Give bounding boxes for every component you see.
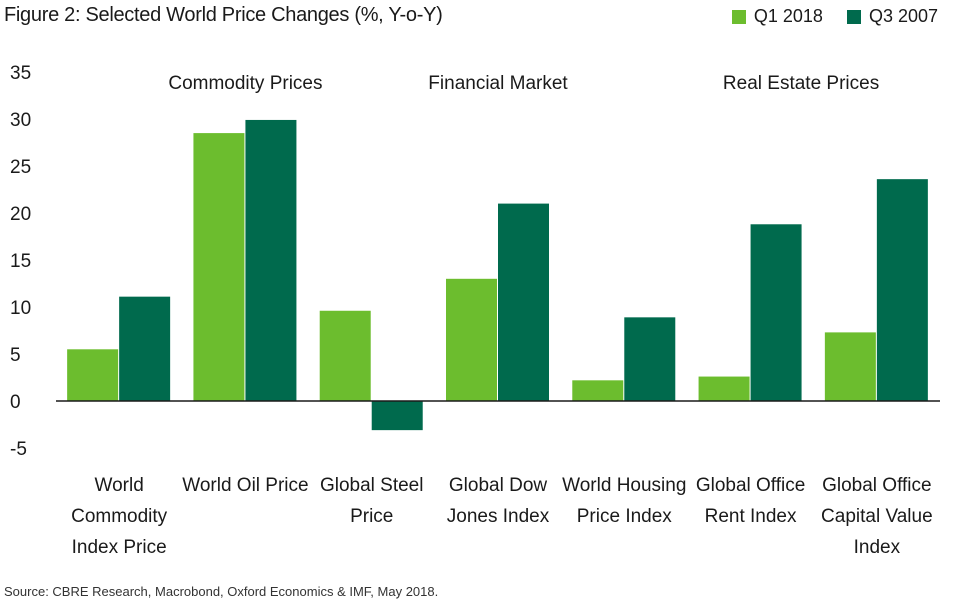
category-label: Global Steel xyxy=(320,475,424,496)
category-label: Global Dow xyxy=(449,475,547,496)
y-tick-label: 5 xyxy=(10,345,21,366)
y-tick-label: 0 xyxy=(10,392,21,413)
bar-q3-2007 xyxy=(245,119,297,401)
bar-q3-2007 xyxy=(750,224,802,401)
category-label: Global Office xyxy=(696,475,805,496)
y-tick-label: 35 xyxy=(10,63,31,84)
y-tick-label: 20 xyxy=(10,204,31,225)
category-label: Price Index xyxy=(577,506,673,527)
bar-q1-2018 xyxy=(824,332,876,401)
group-label: Commodity Prices xyxy=(168,73,322,94)
bar-q1-2018 xyxy=(193,133,245,401)
legend-label-q1-2018: Q1 2018 xyxy=(753,6,823,26)
group-label: Financial Market xyxy=(428,73,568,94)
category-label: World Oil Price xyxy=(182,475,308,496)
category-label: Rent Index xyxy=(705,506,797,527)
bar-q1-2018 xyxy=(67,349,119,401)
chart-title: Figure 2: Selected World Price Changes (… xyxy=(4,4,443,26)
group-label: Real Estate Prices xyxy=(723,73,879,94)
category-label: World xyxy=(95,475,144,496)
y-tick-label: 30 xyxy=(10,110,31,131)
bar-chart: 35 30 25 20 15 10 5 0 -5 Commodity Prices Financia… xyxy=(10,63,940,558)
bar-q1-2018 xyxy=(572,380,624,401)
bar-q1-2018 xyxy=(319,310,371,401)
category-label: World Housing xyxy=(562,475,686,496)
category-label: Global Office xyxy=(822,475,931,496)
bar-q1-2018 xyxy=(698,376,750,401)
bar-q3-2007 xyxy=(371,401,423,431)
category-label: Commodity xyxy=(71,506,168,527)
legend-swatch-q1-2018 xyxy=(731,9,746,24)
category-label: Index Price xyxy=(72,537,167,558)
legend-swatch-q3-2007 xyxy=(846,9,861,24)
legend: Q1 2018 Q3 2007 xyxy=(731,6,938,27)
category-label: Jones Index xyxy=(447,506,550,527)
y-tick-label: 25 xyxy=(10,157,31,178)
bar-q1-2018 xyxy=(446,278,497,401)
bar-q3-2007 xyxy=(876,179,928,401)
bar-q3-2007 xyxy=(624,317,676,401)
category-label: Capital Value xyxy=(821,506,933,527)
category-label: Price xyxy=(350,506,393,527)
legend-item-q3-2007: Q3 2007 xyxy=(846,6,938,27)
bar-q3-2007 xyxy=(119,296,171,401)
bar-q3-2007 xyxy=(498,203,549,401)
y-tick-label: -5 xyxy=(10,439,27,460)
legend-item-q1-2018: Q1 2018 xyxy=(731,6,823,27)
y-tick-label: 15 xyxy=(10,251,31,272)
legend-label-q3-2007: Q3 2007 xyxy=(868,6,938,26)
category-label: Index xyxy=(854,537,901,558)
source-note: Source: CBRE Research, Macrobond, Oxford… xyxy=(4,584,439,599)
y-tick-label: 10 xyxy=(10,298,31,319)
